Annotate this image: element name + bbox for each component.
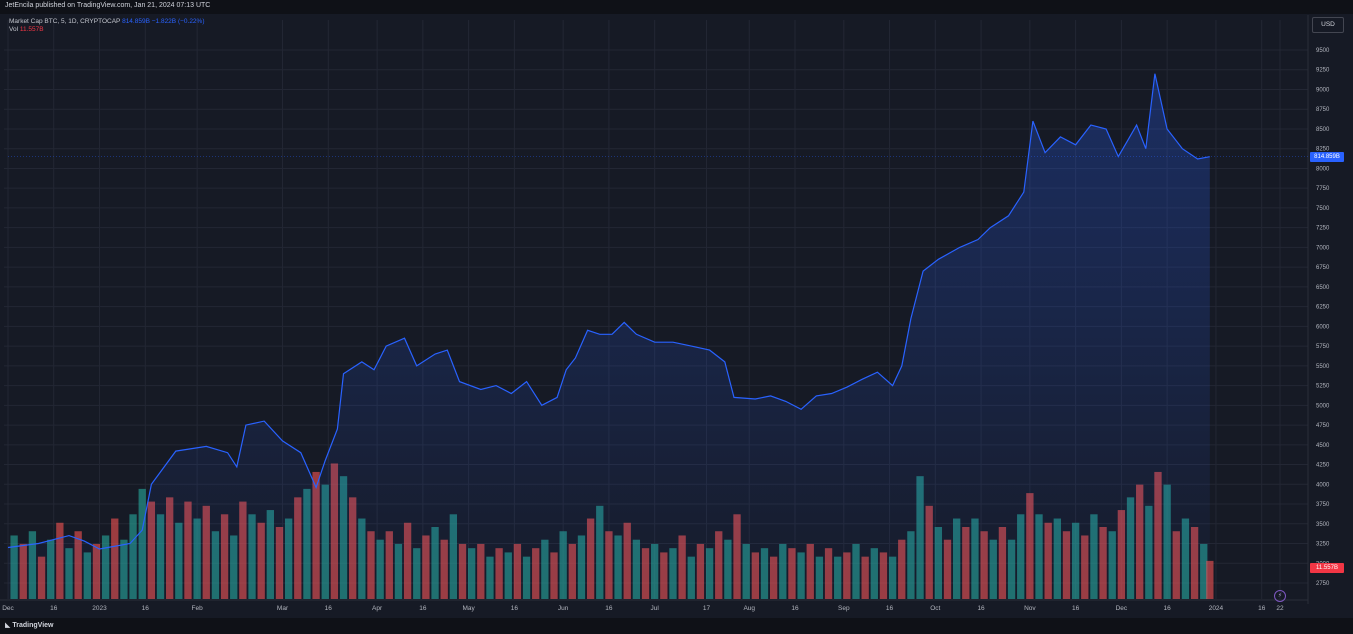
x-tick-label: 16	[886, 605, 894, 612]
y-tick-label: 4000	[1316, 482, 1330, 488]
y-tick-label: 8500	[1316, 127, 1330, 133]
price-chart[interactable]: 2750300032503500375040004250450047505000…	[0, 0, 1353, 618]
x-tick-label: Dec	[1116, 605, 1128, 612]
y-tick-label: 7500	[1316, 206, 1330, 212]
y-tick-label: 9500	[1316, 48, 1330, 54]
price-area	[8, 73, 1210, 599]
x-tick-label: Nov	[1024, 605, 1036, 612]
x-tick-label: 22	[1276, 605, 1284, 612]
y-tick-label: 3250	[1316, 542, 1330, 548]
last-volume-badge: 11.557B	[1310, 563, 1344, 573]
y-tick-label: 4750	[1316, 423, 1330, 429]
x-tick-label: 16	[1258, 605, 1266, 612]
y-tick-label: 8000	[1316, 166, 1330, 172]
x-tick-label: 16	[50, 605, 58, 612]
currency-button[interactable]: USD	[1312, 17, 1344, 33]
x-tick-label: 16	[325, 605, 333, 612]
legend-volume-value: 11.557B	[19, 26, 44, 33]
legend-main-row: Market Cap BTC, 5, 1D, CRYPTOCAP 814.859…	[9, 18, 205, 26]
x-tick-label: Apr	[372, 605, 383, 612]
series-legend[interactable]: Market Cap BTC, 5, 1D, CRYPTOCAP 814.859…	[9, 18, 205, 34]
y-tick-label: 3750	[1316, 502, 1330, 508]
legend-change: −1.822B (−0.22%)	[151, 18, 205, 25]
x-tick-label: Aug	[743, 605, 755, 612]
x-tick-label: May	[462, 605, 475, 612]
x-tick-label: 16	[977, 605, 985, 612]
volume-bar	[1206, 560, 1214, 599]
x-tick-label: 16	[142, 605, 150, 612]
legend-volume-label: Vol	[9, 26, 19, 33]
y-tick-label: 5250	[1316, 384, 1330, 390]
last-price-badge: 814.859B	[1310, 152, 1344, 162]
x-tick-label: 16	[1164, 605, 1172, 612]
x-tick-label: Oct	[930, 605, 940, 612]
y-tick-label: 4250	[1316, 463, 1330, 469]
price-line	[7, 73, 1210, 550]
publisher-info: JetEncila published on TradingView.com, …	[5, 2, 211, 9]
y-tick-label: 6250	[1316, 305, 1330, 311]
legend-last-value: 814.859B	[122, 18, 150, 25]
brand-name: TradingView	[12, 622, 54, 629]
x-tick-label: Feb	[192, 605, 204, 612]
y-tick-label: 8250	[1316, 147, 1330, 153]
y-tick-label: 6000	[1316, 324, 1330, 330]
tradingview-brand[interactable]: ◣ TradingView	[5, 621, 54, 629]
x-tick-label: Jul	[651, 605, 660, 612]
bottom-bar	[0, 618, 1353, 634]
y-tick-label: 9250	[1316, 68, 1330, 74]
x-tick-label: 16	[791, 605, 799, 612]
y-tick-label: 7000	[1316, 245, 1330, 251]
x-tick-label: 2024	[1209, 605, 1224, 612]
y-tick-label: 6500	[1316, 285, 1330, 291]
y-tick-label: 8750	[1316, 107, 1330, 113]
lightning-icon[interactable]: ⚡	[1274, 590, 1286, 602]
x-tick-label: Jun	[558, 605, 569, 612]
y-tick-label: 4500	[1316, 443, 1330, 449]
x-tick-label: 16	[605, 605, 613, 612]
tradingview-logo-icon: ◣	[5, 622, 11, 629]
x-tick-label: Dec	[2, 605, 14, 612]
y-tick-label: 2750	[1316, 581, 1330, 587]
top-bar	[0, 0, 1353, 14]
y-tick-label: 7750	[1316, 186, 1330, 192]
x-tick-label: Sep	[838, 605, 850, 612]
x-tick-label: 16	[511, 605, 519, 612]
x-tick-label: 2023	[92, 605, 107, 612]
y-tick-label: 3500	[1316, 522, 1330, 528]
legend-volume-row: Vol 11.557B	[9, 26, 205, 34]
y-tick-label: 6750	[1316, 265, 1330, 271]
y-tick-label: 5750	[1316, 344, 1330, 350]
x-tick-label: Mar	[277, 605, 289, 612]
x-tick-label: 16	[1072, 605, 1080, 612]
y-tick-label: 5500	[1316, 364, 1330, 370]
y-tick-label: 9000	[1316, 87, 1330, 93]
legend-symbol: Market Cap BTC, 5, 1D, CRYPTOCAP	[9, 18, 121, 25]
y-tick-label: 5000	[1316, 403, 1330, 409]
x-tick-label: 17	[703, 605, 711, 612]
x-tick-label: 16	[419, 605, 427, 612]
y-tick-label: 7250	[1316, 226, 1330, 232]
